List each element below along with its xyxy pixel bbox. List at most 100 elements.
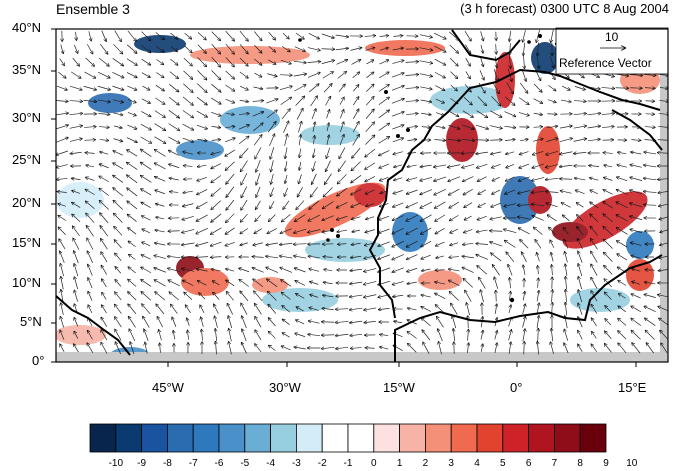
wind-arrow [506, 164, 515, 167]
wind-arrow [128, 228, 137, 235]
wind-arrow [56, 138, 68, 143]
wind-arrow [533, 139, 543, 142]
wind-arrow [211, 43, 221, 54]
wind-arrow [603, 227, 613, 236]
wind-vectors [56, 29, 668, 355]
wind-arrow [480, 44, 483, 53]
wind-arrow [309, 321, 320, 324]
wind-arrow [405, 62, 419, 63]
lon-label: 30°W [269, 380, 301, 395]
wind-arrow [56, 150, 69, 155]
wind-arrow [631, 331, 641, 340]
wind-arrow [589, 165, 600, 166]
wind-arrow [58, 227, 66, 236]
reference-vector-value: 10 [605, 30, 619, 44]
wind-arrow [392, 125, 403, 130]
wind-arrow [58, 71, 66, 78]
wind-arrow [491, 151, 502, 154]
wind-arrow [449, 188, 460, 195]
wind-arrow [533, 98, 543, 104]
wind-arrow [419, 60, 433, 64]
wind-arrow [630, 229, 642, 233]
islands [298, 34, 542, 303]
wind-arrow [154, 255, 166, 259]
wind-arrow [313, 160, 316, 171]
wind-arrow [523, 42, 525, 56]
wind-arrow [172, 317, 177, 327]
wind-arrow [590, 214, 599, 223]
wind-arrow [72, 178, 81, 179]
wind-arrow [326, 135, 329, 145]
wind-arrow [267, 122, 276, 133]
wind-arrow [587, 126, 601, 129]
colorbar-box [218, 423, 246, 453]
wind-arrow [379, 215, 390, 220]
wind-arrow [74, 318, 79, 327]
lat-label: 0° [32, 353, 45, 368]
wind-arrow [462, 256, 474, 258]
wind-arrow [434, 140, 446, 141]
wind-arrow [213, 293, 220, 300]
colorbar-box [347, 423, 375, 453]
wind-arrow [98, 71, 110, 78]
wind-arrow [435, 214, 446, 221]
wind-arrow [604, 344, 612, 353]
wind-arrow [645, 282, 656, 284]
wind-arrow [645, 101, 655, 102]
wind-arrow [98, 127, 109, 128]
wind-arrow [282, 346, 291, 351]
wind-arrow [476, 152, 489, 154]
wind-arrow [631, 243, 642, 246]
wind-arrow [324, 269, 333, 270]
map-plot-area [56, 29, 668, 362]
wind-arrow [284, 187, 289, 196]
wind-arrow [351, 175, 362, 182]
wind-arrow [256, 159, 261, 172]
wind-arrow [523, 292, 525, 301]
wind-arrow [159, 330, 162, 341]
wind-arrow [573, 139, 587, 142]
wind-arrow [551, 253, 554, 262]
wind-arrow [436, 255, 445, 258]
wind-arrow [365, 176, 376, 181]
wind-arrow [241, 199, 248, 210]
wind-arrow [281, 109, 290, 120]
wind-arrow [310, 282, 319, 285]
wind-arrow [536, 316, 539, 329]
wind-arrow [378, 241, 390, 246]
wind-arrow [392, 60, 403, 64]
wind-arrow [142, 304, 151, 315]
wind-arrow [296, 307, 304, 312]
wind-arrow [115, 304, 122, 314]
wind-arrow [228, 316, 233, 329]
wind-arrow [112, 58, 124, 65]
wind-arrow [335, 48, 348, 50]
wind-arrow [661, 343, 668, 353]
wind-arrow [168, 109, 179, 118]
wind-arrow [73, 44, 77, 53]
wind-arrow [310, 186, 318, 197]
wind-arrow [307, 62, 321, 63]
wind-arrow [660, 242, 668, 246]
wind-arrow [574, 101, 586, 102]
wind-arrow [477, 215, 487, 220]
wind-arrow [434, 71, 445, 77]
wind-arrow [294, 347, 306, 350]
wind-arrow [392, 267, 404, 272]
wind-arrow [547, 215, 557, 222]
wind-arrow [438, 329, 443, 342]
wind-arrow [421, 113, 431, 114]
wind-arrow [253, 279, 264, 288]
wind-arrow [255, 147, 262, 158]
wind-arrow [280, 59, 291, 64]
wind-arrow [85, 153, 95, 154]
wind-arrow [282, 333, 290, 338]
wind-arrow [141, 176, 152, 183]
wind-arrow [644, 178, 657, 180]
wind-arrow [565, 277, 566, 290]
wind-arrow [182, 229, 195, 232]
wind-arrow [533, 83, 542, 92]
wind-arrow [523, 265, 525, 275]
wind-arrow [644, 191, 657, 192]
wind-arrow [296, 294, 305, 299]
